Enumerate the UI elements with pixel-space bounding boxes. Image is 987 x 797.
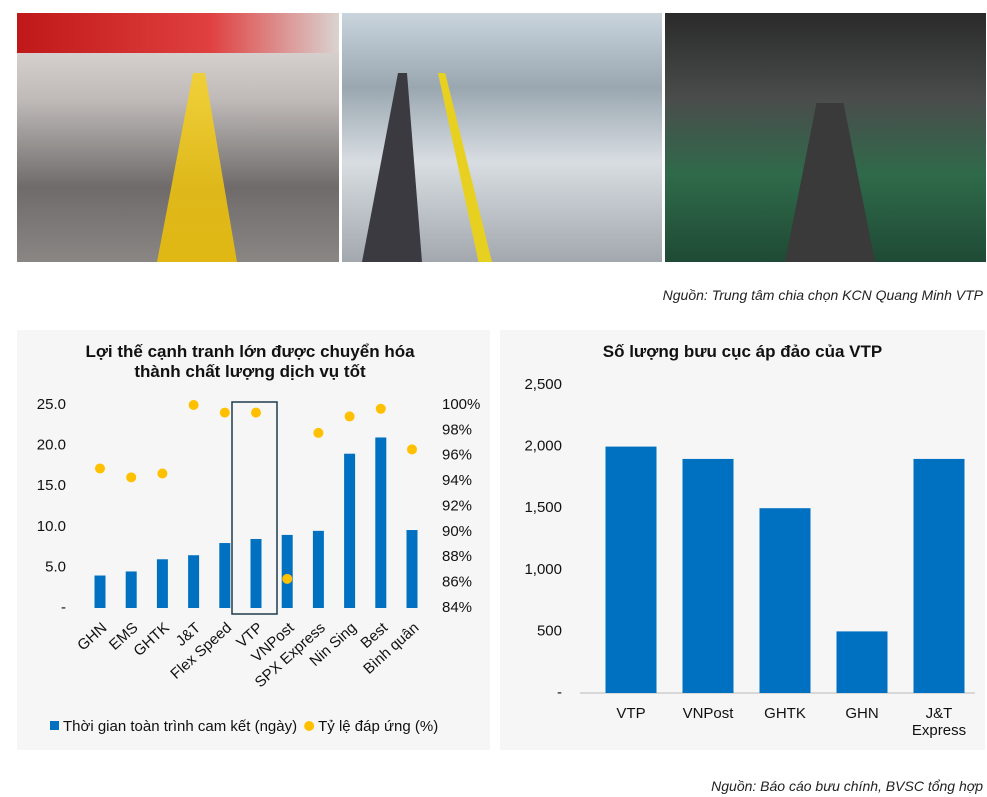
x-tick-label: J&T Express	[911, 705, 967, 739]
y2-tick-label: 98%	[442, 421, 472, 438]
y-tick-label: 2,500	[524, 376, 562, 393]
footer-source: Nguồn: Báo cáo bưu chính, BVSC tổng hợp	[711, 778, 983, 794]
bar	[913, 458, 965, 693]
dot	[282, 573, 293, 584]
bar	[94, 575, 106, 608]
photo-robots	[17, 13, 339, 262]
y2-tick-label: 94%	[442, 472, 472, 489]
photo-sorting	[665, 13, 986, 262]
y-tick-label: -	[557, 684, 562, 701]
x-tick-label: GHTK	[130, 619, 172, 660]
bar	[219, 543, 231, 608]
y-tick-label: 1,000	[524, 561, 562, 578]
bar	[605, 446, 657, 693]
y-tick-label: 2,000	[524, 438, 562, 455]
legend-swatch	[304, 721, 315, 731]
x-tick-label: Flex Speed	[167, 619, 235, 682]
photo-conveyor	[342, 13, 662, 262]
bar	[250, 538, 262, 608]
y2-tick-label: 90%	[442, 523, 472, 540]
y2-tick-label: 88%	[442, 548, 472, 565]
right-panel	[500, 330, 985, 750]
dot	[126, 472, 137, 483]
y-tick-label: 25.0	[37, 396, 66, 413]
bar	[836, 631, 888, 693]
bar	[682, 458, 734, 693]
bar	[281, 534, 293, 608]
y2-tick-label: 86%	[442, 574, 472, 591]
x-tick-label: VTP	[616, 705, 646, 722]
x-tick-label: VNPost	[682, 705, 734, 722]
highlight-box	[231, 401, 278, 615]
photo-caption: Nguồn: Trung tâm chia chọn KCN Quang Min…	[662, 287, 983, 303]
dot	[407, 444, 417, 455]
y2-tick-label: 92%	[442, 497, 472, 514]
dot	[188, 400, 199, 410]
bar	[125, 571, 137, 608]
y-tick-label: 1,500	[524, 499, 562, 516]
dot	[344, 411, 355, 422]
dot	[219, 407, 230, 418]
chart-title: Lợi thế cạnh tranh lớn được chuyển hóa t…	[85, 342, 415, 381]
bar	[312, 530, 324, 608]
x-tick-label: GHTK	[764, 705, 806, 722]
y2-tick-label: 84%	[442, 599, 472, 616]
dot	[95, 463, 105, 474]
y-tick-label: 15.0	[37, 477, 66, 494]
legend-swatch	[50, 721, 59, 730]
y2-tick-label: 96%	[442, 447, 472, 464]
bar	[344, 453, 356, 608]
y-tick-label: 500	[537, 622, 562, 639]
x-tick-label: GHN	[845, 705, 879, 722]
y2-tick-label: 100%	[442, 396, 480, 413]
y-tick-label: -	[61, 599, 66, 616]
legend-label: Thời gian toàn trình cam kết (ngày)	[63, 718, 297, 735]
legend-label: Tỷ lệ đáp ứng (%)	[318, 718, 438, 735]
y-tick-label: 20.0	[37, 437, 66, 454]
bar	[759, 508, 811, 693]
x-tick-label: GHN	[74, 619, 110, 654]
dot	[157, 468, 168, 479]
bar	[156, 559, 168, 608]
bar	[406, 530, 418, 608]
y-tick-label: 5.0	[45, 558, 66, 575]
bar	[375, 437, 387, 608]
y-tick-label: 10.0	[37, 518, 66, 535]
dot	[375, 403, 386, 414]
chart-title: Số lượng bưu cục áp đảo của VTP	[602, 342, 883, 361]
dot	[251, 407, 261, 418]
bar	[188, 555, 200, 608]
dot	[313, 427, 324, 438]
